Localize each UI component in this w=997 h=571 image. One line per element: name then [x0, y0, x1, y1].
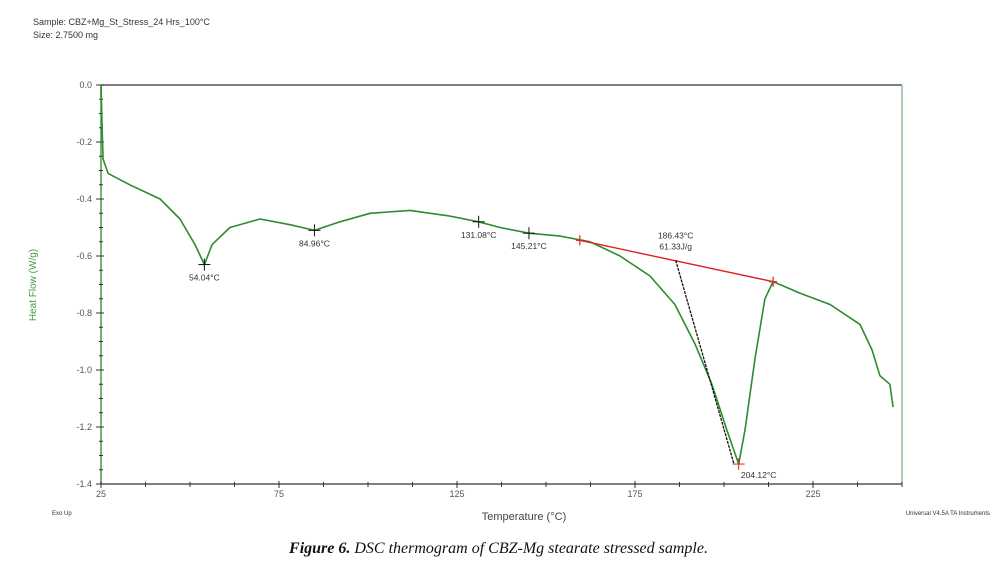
- peak-label: 131.08°C: [461, 230, 497, 240]
- instrument-note: Universal V4.5A TA Instruments: [906, 511, 990, 517]
- exo-up-note: Exo Up: [52, 511, 72, 517]
- annotation-layer: 54.04°C 84.96°C 131.08°C 145.21°C 204.12°C 18…: [189, 215, 777, 480]
- axes: 0.0 -0.2 -0.4 -0.6 -0.8 -1.0 -1.2 -1.4 25 75 125 17…: [76, 80, 903, 499]
- onset-temperature-label: 186.43°C: [658, 230, 694, 240]
- x-tick-label: 75: [274, 489, 284, 499]
- peak-label: 54.04°C: [189, 273, 220, 283]
- y-tick-label: -0.4: [76, 194, 92, 204]
- figure-caption: Figure 6. DSC thermogram of CBZ-Mg stear…: [0, 540, 997, 558]
- series-layer: [100, 84, 894, 465]
- y-tick-label: -0.2: [76, 137, 92, 147]
- peak-label: 145.21°C: [511, 241, 547, 251]
- enthalpy-label: 61.33J/g: [659, 241, 692, 251]
- y-tick-label: -1.4: [76, 479, 92, 489]
- x-tick-label: 125: [449, 489, 464, 499]
- x-tick-label: 25: [96, 489, 106, 499]
- y-tick-label: 0.0: [79, 80, 92, 90]
- caption-text: DSC thermogram of CBZ-Mg stearate stress…: [350, 540, 708, 557]
- y-tick-label: -0.6: [76, 251, 92, 261]
- sample-name: Sample: CBZ+Mg_St_Stress_24 Hrs_100°C: [33, 17, 210, 27]
- onset-tangent-line: [675, 260, 735, 465]
- x-tick-label: 225: [805, 489, 820, 499]
- x-tick-label: 175: [627, 489, 642, 499]
- sample-size: Size: 2.7500 mg: [33, 30, 99, 40]
- x-axis-label: Temperature (°C): [482, 511, 566, 523]
- peak-label: 84.96°C: [299, 238, 330, 248]
- y-tick-label: -1.0: [76, 365, 92, 375]
- y-tick-label: -1.2: [76, 422, 92, 432]
- heat-flow-curve: [100, 84, 894, 465]
- peak-label: 204.12°C: [741, 470, 777, 480]
- y-axis-label: Heat Flow (W/g): [28, 249, 39, 321]
- y-tick-label: -0.8: [76, 308, 92, 318]
- caption-label: Figure 6.: [289, 540, 351, 557]
